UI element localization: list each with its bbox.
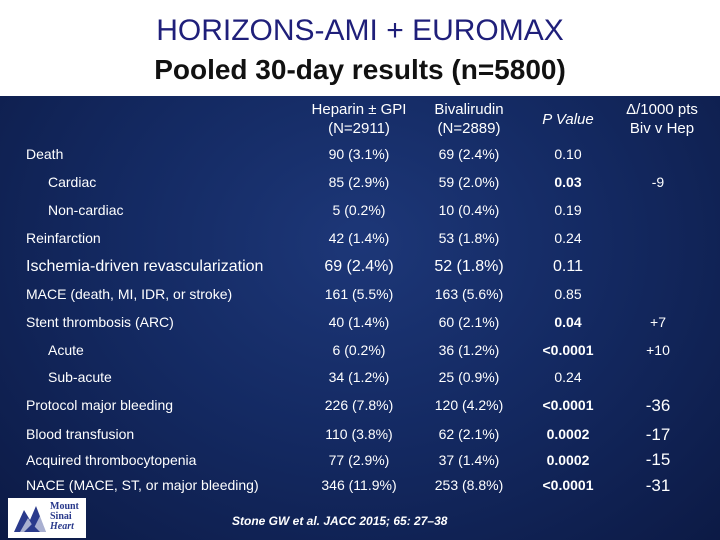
cell-idr-hep: 69 (2.4%) [324,258,394,275]
cell-death-hep: 90 (3.1%) [328,146,390,162]
cell-thrombocytopenia-biv: 37 (1.4%) [438,452,500,468]
header-bivalirudin-line2: (N=2889) [437,120,501,137]
cell-nace-delta: -31 [645,476,671,495]
logo-word-3: Heart [50,521,74,532]
cell-sub-acute-p: 0.24 [554,369,582,385]
cell-thrombocytopenia-p: 0.0002 [546,452,590,468]
cell-non-cardiac-biv: 10 (0.4%) [438,202,500,218]
row-label-cardiac: Cardiac [48,174,97,190]
header-heparin: Heparin ± GPI (N=2911) [300,100,418,138]
cell-blood-transfusion-p: 0.0002 [546,426,590,442]
cell-reinfarction-hep: 42 (1.4%) [328,230,390,246]
cell-blood-transfusion-hep: 110 (3.8%) [325,426,393,442]
mount-sinai-logo: Mount Sinai Heart [8,498,86,538]
cell-death-p: 0.10 [554,146,582,162]
row-label-death: Death [26,146,64,162]
header-bivalirudin: Bivalirudin (N=2889) [414,100,524,138]
cell-sub-acute-biv: 25 (0.9%) [438,369,500,385]
cell-major-bleeding-p: <0.0001 [542,397,594,413]
cell-nace-p: <0.0001 [542,477,594,493]
cell-thrombocytopenia-delta: -15 [645,450,671,469]
row-label-acute: Acute [48,342,84,358]
cell-non-cardiac-hep: 5 (0.2%) [332,202,386,218]
cell-stent-thrombosis-hep: 40 (1.4%) [328,314,390,330]
row-label-major-bleeding: Protocol major bleeding [26,397,174,413]
logo-word-1: Mount [50,501,79,512]
cell-sub-acute-hep: 34 (1.2%) [328,369,390,385]
cell-mace-hep: 161 (5.5%) [324,286,394,302]
row-label-sub-acute: Sub‑acute [48,369,112,385]
row-label-reinfarction: Reinfarction [26,230,101,246]
cell-blood-transfusion-biv: 62 (2.1%) [438,426,500,442]
row-label-idr: Ischemia-driven revascularization [26,258,264,275]
cell-reinfarction-biv: 53 (1.8%) [438,230,500,246]
slide-subtitle: Pooled 30-day results (n=5800) [154,54,566,85]
cell-cardiac-delta: -9 [651,174,665,190]
row-label-mace: MACE (death, MI, IDR, or stroke) [26,286,233,302]
row-label-stent-thrombosis: Stent thrombosis (ARC) [26,314,174,330]
title-band: HORIZONS-AMI + EUROMAX Pooled 30-day res… [0,0,720,96]
cell-mace-p: 0.85 [554,286,582,302]
cell-acute-hep: 6 (0.2%) [332,342,386,358]
header-delta-line2: Biv v Hep [629,120,695,137]
header-p-value: P Value [542,111,594,128]
row-label-non-cardiac: Non‑cardiac [48,202,124,218]
cell-reinfarction-p: 0.24 [554,230,582,246]
cell-cardiac-hep: 85 (2.9%) [328,174,390,190]
cell-cardiac-p: 0.03 [554,174,582,190]
citation: Stone GW et al. JACC 2015; 65: 27–38 [232,514,448,528]
cell-major-bleeding-delta: -36 [645,396,671,415]
cell-nace-hep: 346 (11.9%) [321,477,397,493]
cell-acute-biv: 36 (1.2%) [438,342,500,358]
row-label-thrombocytopenia: Acquired thrombocytopenia [26,452,197,468]
header-heparin-line2: (N=2911) [328,120,390,137]
cell-non-cardiac-p: 0.19 [554,202,582,218]
row-label-nace: NACE (MACE, ST, or major bleeding) [26,477,259,493]
cell-major-bleeding-hep: 226 (7.8%) [324,397,394,413]
cell-death-biv: 69 (2.4%) [438,146,500,162]
slide-title: HORIZONS-AMI + EUROMAX [156,14,564,47]
cell-idr-biv: 52 (1.8%) [434,258,504,275]
cell-blood-transfusion-delta: -17 [645,425,671,444]
cell-stent-thrombosis-p: 0.04 [554,314,582,330]
header-bivalirudin-line1: Bivalirudin [434,101,504,118]
cell-cardiac-biv: 59 (2.0%) [438,174,500,190]
cell-idr-p: 0.11 [553,258,583,275]
cell-stent-thrombosis-biv: 60 (2.1%) [438,314,500,330]
logo-word-2: Sinai [50,511,72,522]
cell-major-bleeding-biv: 120 (4.2%) [434,397,504,413]
header-heparin-line1: Heparin ± GPI [311,101,407,118]
header-delta-line1: Δ/1000 pts [626,101,698,118]
cell-mace-biv: 163 (5.6%) [434,286,504,302]
mountain-logo-icon [14,506,46,532]
logo-wordmark: Mount Sinai Heart [50,502,79,532]
cell-acute-p: <0.0001 [542,342,594,358]
row-label-blood-transfusion: Blood transfusion [26,426,135,442]
cell-acute-delta: +10 [646,342,670,358]
cell-thrombocytopenia-hep: 77 (2.9%) [328,452,390,468]
cell-stent-thrombosis-delta: +7 [650,314,666,330]
header-delta: Δ/1000 pts Biv v Hep [608,100,716,138]
cell-nace-biv: 253 (8.8%) [434,477,504,493]
